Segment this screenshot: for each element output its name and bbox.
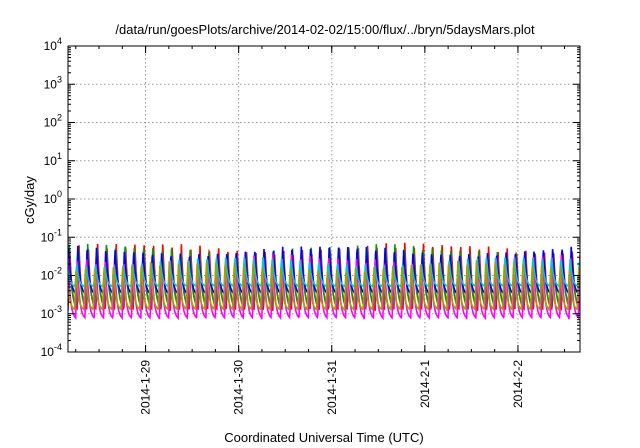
y-tick-label: 102	[44, 113, 62, 130]
x-tick-label: 2014-1-29	[139, 360, 153, 415]
x-tick-label: 2014-2-1	[418, 360, 432, 408]
y-tick-label: 103	[44, 74, 62, 91]
y-axis-label: cGy/day	[22, 176, 37, 224]
chart-title: /data/run/goesPlots/archive/2014-02-02/1…	[115, 22, 535, 37]
y-tick-label: 10-1	[41, 227, 62, 244]
y-tick-label: 10-3	[41, 304, 62, 321]
x-tick-label: 2014-1-31	[325, 360, 339, 415]
y-tick-label: 10-4	[41, 342, 62, 359]
series-group	[68, 242, 580, 321]
series-line	[68, 260, 580, 312]
tick-marks	[68, 45, 580, 353]
x-tick-label: 2014-2-2	[511, 360, 525, 408]
x-tick-label: 2014-1-30	[232, 360, 246, 415]
grid	[68, 46, 580, 352]
y-tick-label: 100	[44, 189, 62, 206]
y-tick-label: 104	[44, 36, 62, 53]
y-tick-label: 101	[44, 151, 62, 168]
y-tick-labels: 10-4 10-3 10-2 10-1 100 101 102 103 104	[41, 36, 62, 359]
x-axis-label: Coordinated Universal Time (UTC)	[224, 430, 423, 445]
x-tick-labels: 2014-1-29 2014-1-30 2014-1-31 2014-2-1 2014-…	[139, 360, 525, 415]
y-tick-label: 10-2	[41, 266, 62, 283]
